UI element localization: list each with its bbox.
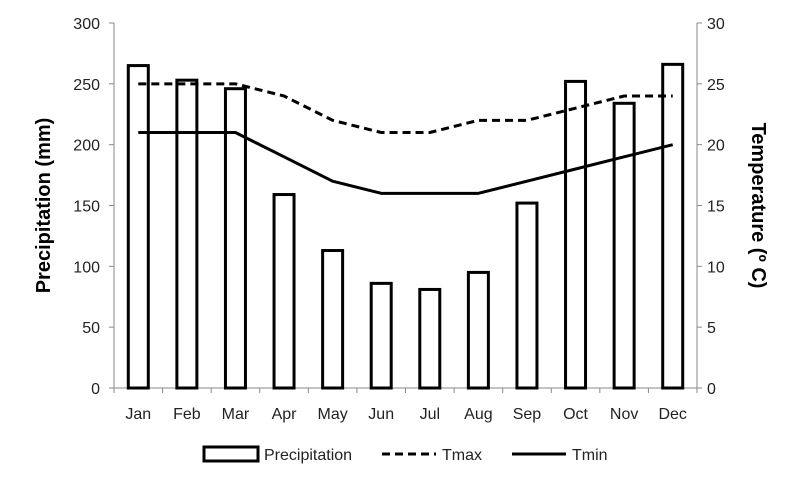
plot-area: 0 50 100 150 200 250 300 0 5 10 15 20 25 30 Jan Feb Mar A… <box>73 16 725 423</box>
line-tmax <box>138 82 673 134</box>
legend-label-tmin: Tmin <box>572 447 608 464</box>
x-tick-label: Sep <box>513 406 542 423</box>
x-tick-label: Aug <box>464 406 492 423</box>
bar-precipitation <box>223 87 247 390</box>
x-tick-label: Oct <box>563 406 588 423</box>
legend: Precipitation Tmax Tmin <box>202 445 608 464</box>
bar-precipitation <box>321 249 345 390</box>
x-tick-label: Jun <box>368 406 394 423</box>
x-tick-label: Dec <box>658 406 686 423</box>
bar-precipitation <box>369 281 393 390</box>
bar-precipitation <box>126 64 150 390</box>
y-tick-label-right: 20 <box>707 138 725 155</box>
y-tick-label-right: 10 <box>707 259 725 276</box>
bar-precipitation <box>272 193 296 390</box>
y-tick-label-right: 15 <box>707 199 725 216</box>
y-tick-label-left: 0 <box>91 381 100 398</box>
x-tick-label: Jul <box>420 406 440 423</box>
y-tick-label-left: 150 <box>73 199 100 216</box>
y-axis-title-left: Precipitation (mm) <box>33 118 55 294</box>
bar-precipitation <box>564 79 588 390</box>
y-tick-label-right: 25 <box>707 77 725 94</box>
bar-precipitation <box>466 270 490 390</box>
bar-precipitation <box>418 287 442 390</box>
legend-swatch-precipitation <box>202 445 260 463</box>
legend-label-tmax: Tmax <box>442 447 482 464</box>
x-tick-label: May <box>318 406 348 423</box>
bar-precipitation <box>515 201 539 390</box>
y-tick-label-right: 0 <box>707 381 716 398</box>
x-tick-label: Nov <box>610 406 638 423</box>
line-tmin <box>138 131 674 195</box>
x-tick-label: Feb <box>173 406 201 423</box>
y-tick-label-left: 200 <box>73 138 100 155</box>
y-axis-title-right: Temperature (º C) <box>747 123 769 289</box>
y-tick-label-right: 5 <box>707 320 716 337</box>
bar-precipitation <box>661 62 685 390</box>
legend-label-precipitation: Precipitation <box>264 447 352 464</box>
y-tick-label-left: 50 <box>82 320 100 337</box>
x-tick-label: Apr <box>272 406 298 423</box>
y-tick-label-left: 250 <box>73 77 100 94</box>
x-tick-label: Jan <box>125 406 151 423</box>
x-tick-label: Mar <box>222 406 250 423</box>
bar-precipitation <box>175 78 199 390</box>
y-tick-label-right: 30 <box>707 16 725 33</box>
y-tick-label-left: 300 <box>73 16 100 33</box>
bar-precipitation <box>612 101 636 390</box>
y-tick-label-left: 100 <box>73 259 100 276</box>
